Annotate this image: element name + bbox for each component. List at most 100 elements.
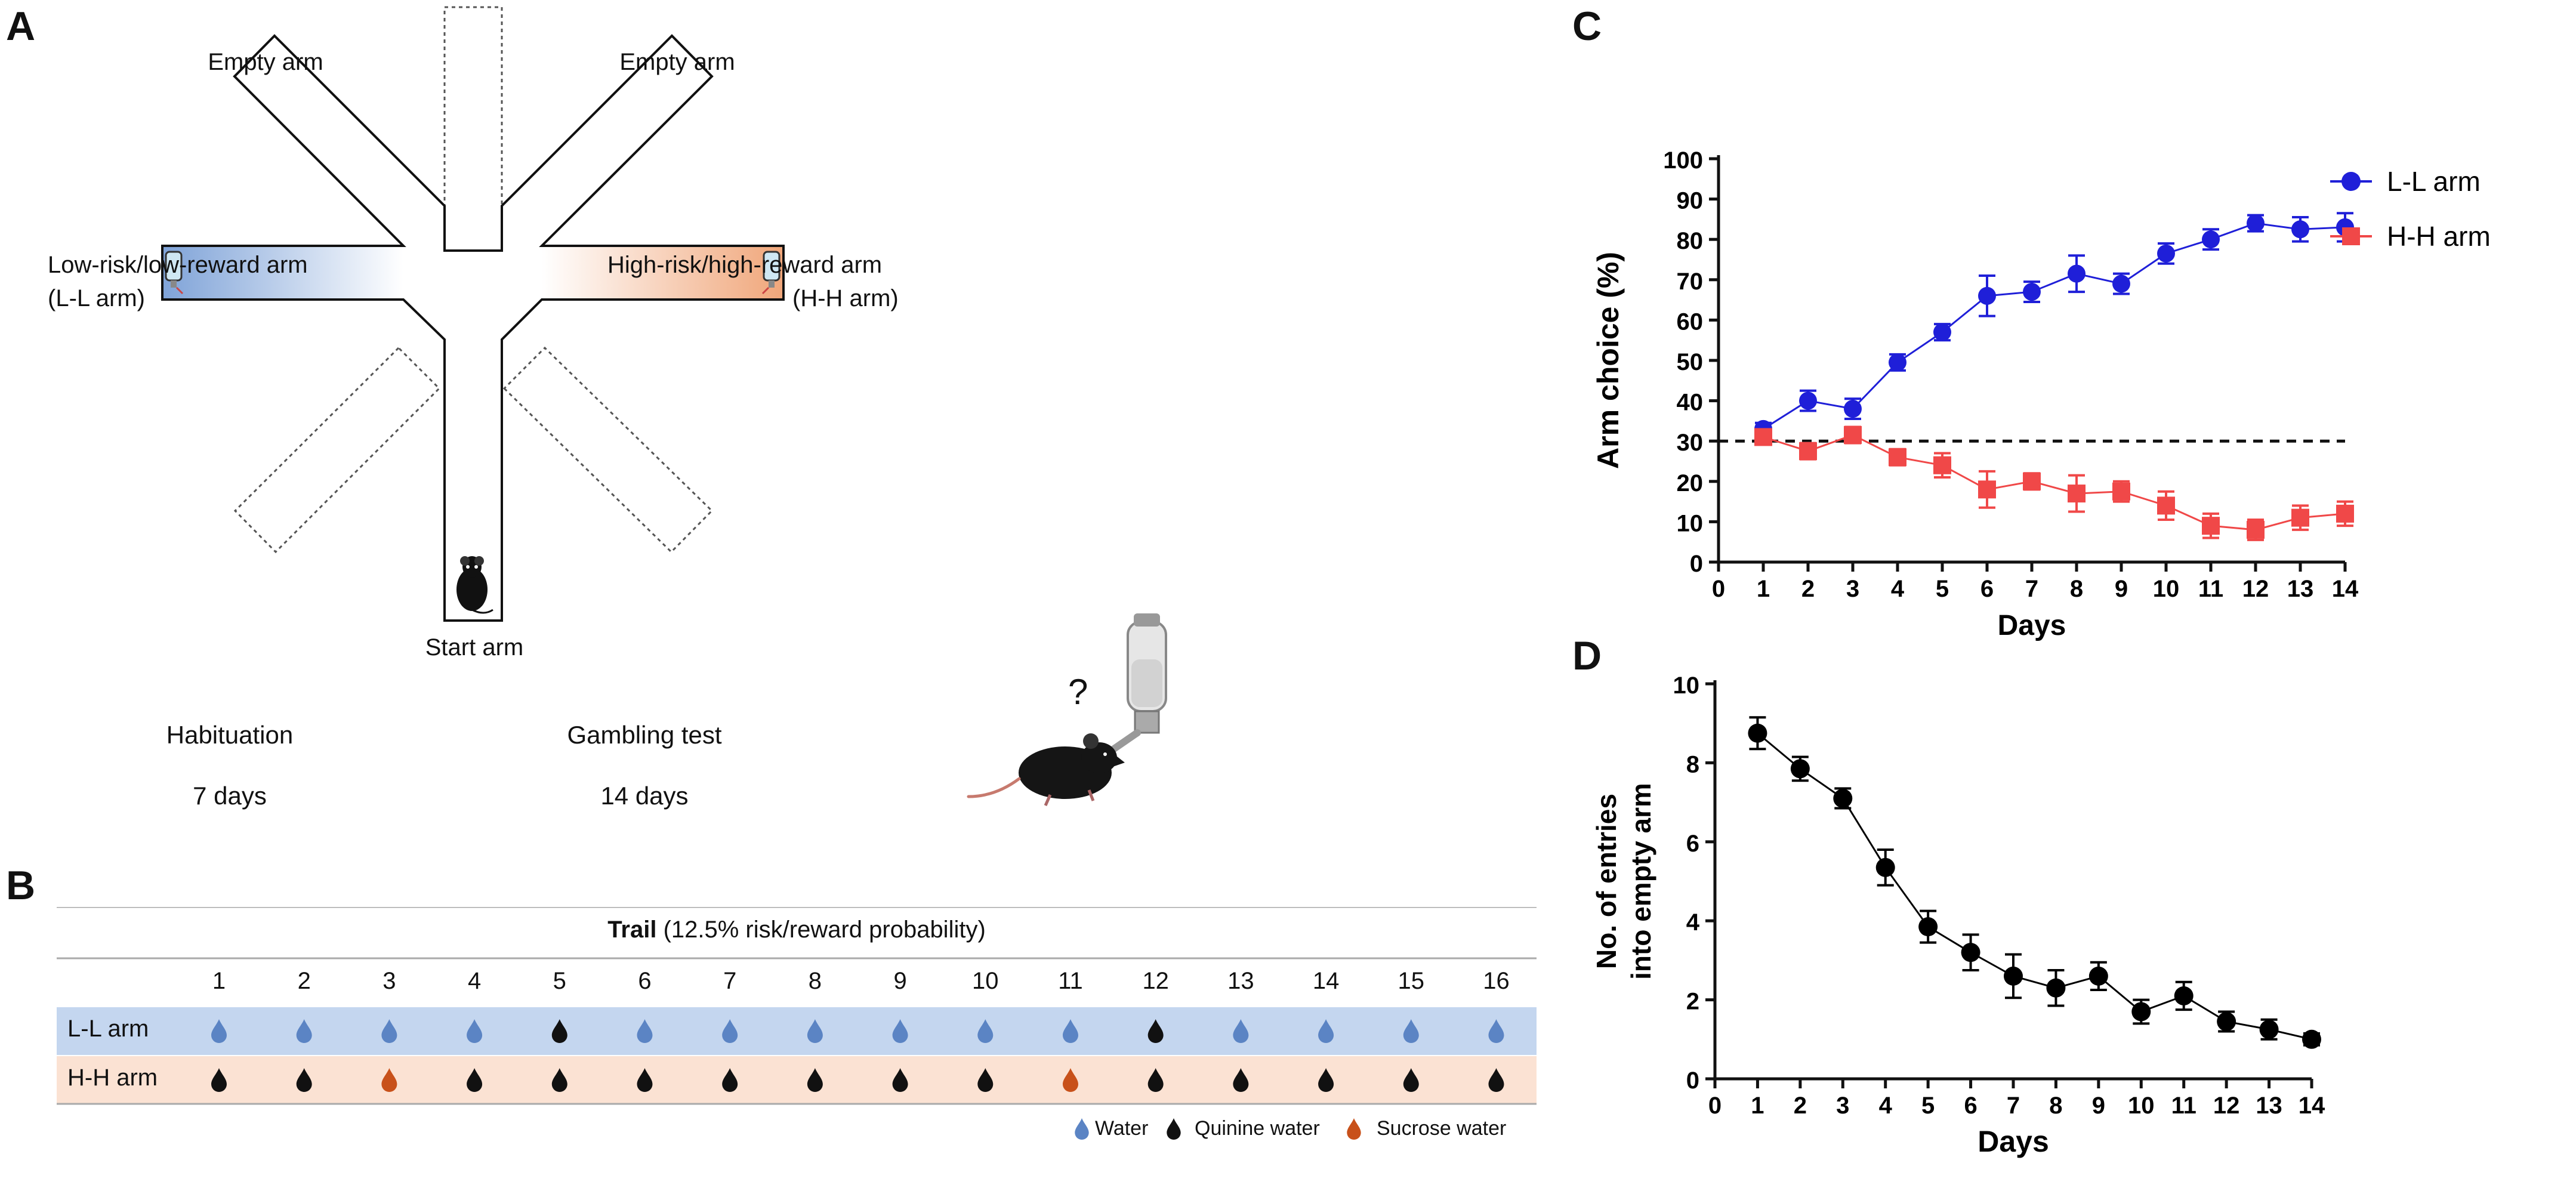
data-point-circle: [1790, 759, 1810, 779]
trial-number: 3: [382, 968, 396, 994]
mouse-drinking-illustration: [967, 613, 1167, 807]
data-point-circle: [2247, 214, 2265, 233]
y-tick-label: 60: [1677, 308, 1704, 335]
x-tick-label: 2: [1794, 1093, 1807, 1119]
hh-water-bottle-icon: [761, 251, 780, 295]
legend-water-drop-icon: [1075, 1118, 1089, 1140]
data-point-circle: [1844, 400, 1862, 418]
ll-row-background: [57, 1007, 1537, 1055]
x-tick-label: 6: [1964, 1093, 1977, 1119]
x-tick-label: 0: [1708, 1093, 1722, 1119]
legend-label: L-L arm: [2387, 166, 2481, 197]
quinine-drop-icon: [1233, 1068, 1249, 1092]
data-point-circle: [2112, 274, 2130, 293]
panel-label-a: A: [6, 4, 36, 49]
data-point-square: [1754, 428, 1772, 446]
trial-number: 16: [1483, 968, 1510, 994]
water-drop-icon: [722, 1019, 738, 1043]
legend-sucrose-label: Sucrose water: [1377, 1117, 1507, 1140]
trial-number: 12: [1142, 968, 1169, 994]
data-point-circle: [2157, 244, 2175, 263]
quinine-drop-icon: [1147, 1068, 1164, 1092]
gambling-test-duration: 14 days: [600, 782, 689, 810]
mouse-sideview-icon: [967, 733, 1125, 807]
data-point-circle: [2023, 283, 2041, 301]
data-point-square: [2112, 482, 2130, 501]
trial-number: 9: [893, 968, 907, 994]
x-tick-label: 9: [2115, 576, 2128, 602]
ll-arm-fill: [162, 246, 403, 300]
data-point-square: [2247, 520, 2265, 539]
data-point-circle: [2202, 230, 2220, 249]
series-2: [1754, 425, 2354, 541]
quinine-drop-icon: [1488, 1068, 1504, 1092]
question-mark: ?: [1068, 672, 1088, 712]
data-point-circle: [1833, 788, 1853, 808]
trial-title-bold: Trail: [607, 917, 657, 943]
maze-outline: [161, 34, 785, 622]
quinine-drop-icon: [1318, 1068, 1334, 1092]
quinine-drop-icon: [977, 1068, 994, 1092]
x-tick-label: 2: [1801, 576, 1815, 602]
data-point-circle: [1978, 286, 1996, 305]
legend-water-label: Water: [1095, 1117, 1149, 1140]
quinine-drop-icon: [1147, 1019, 1164, 1043]
hh-arm-fill: [542, 246, 783, 300]
x-tick-label: 6: [1980, 576, 1994, 602]
x-tick-label: 4: [1891, 576, 1905, 602]
legend-quinine-label: Quinine water: [1195, 1117, 1320, 1140]
ll-arm-label-line2: (L-L arm): [48, 285, 145, 311]
hh-row-label: H-H arm: [67, 1065, 158, 1091]
panel-label-b: B: [6, 863, 36, 908]
water-drop-icon: [637, 1019, 653, 1043]
empty-arm-left-label: Empty arm: [208, 49, 323, 75]
x-axis-title: Days: [1998, 610, 2066, 641]
x-tick-label: 10: [2128, 1093, 2155, 1119]
lower-left-arm-closed: [233, 346, 441, 554]
legend-quinine-drop-icon: [1167, 1118, 1181, 1140]
legend-square-marker: [2342, 227, 2360, 245]
data-point-circle: [1748, 723, 1767, 743]
trial-number: 15: [1397, 968, 1425, 994]
x-tick-label: 7: [2007, 1093, 2020, 1119]
habituation-label: Habituation: [166, 721, 294, 749]
series-line: [1757, 732, 2312, 1041]
y-tick-label: 20: [1677, 470, 1704, 496]
data-point-square: [2336, 504, 2354, 523]
data-point-square: [2023, 472, 2041, 490]
x-axis-title: Days: [1977, 1125, 2049, 1158]
quinine-drop-icon: [722, 1068, 738, 1092]
water-drop-icon: [807, 1019, 823, 1043]
ll-water-bottle-icon: [165, 251, 184, 295]
x-tick-label: 3: [1846, 576, 1859, 602]
top-arm-closed: [443, 6, 503, 252]
y-tick-label: 10: [1677, 510, 1704, 536]
x-tick-label: 13: [2256, 1093, 2282, 1119]
x-tick-label: 11: [2171, 1093, 2196, 1119]
hh-arm-label-line1: High-risk/high-reward arm: [607, 252, 883, 278]
x-tick-label: 8: [2049, 1093, 2062, 1119]
trial-table-graphic: [57, 907, 1537, 1140]
x-tick-label: 0: [1712, 576, 1725, 602]
trial-number: 13: [1227, 968, 1254, 994]
x-tick-label: 13: [2287, 576, 2314, 602]
y-tick-label: 70: [1677, 269, 1704, 295]
y-tick-label: 100: [1663, 147, 1703, 174]
x-tick-label: 14: [2332, 576, 2359, 602]
data-point-circle: [2088, 966, 2108, 986]
water-drop-icon: [977, 1019, 994, 1043]
data-point-circle: [2068, 264, 2086, 283]
mouse-topview-icon: [456, 556, 493, 614]
series-1: [1748, 716, 2321, 1049]
water-bottle-icon: [1099, 613, 1167, 760]
y-tick-label: 10: [1673, 672, 1700, 699]
quinine-drop-icon: [892, 1068, 908, 1092]
ll-row-label: L-L arm: [67, 1016, 149, 1042]
x-tick-label: 9: [2092, 1093, 2105, 1119]
quinine-drop-icon: [296, 1068, 312, 1092]
trial-number: 14: [1312, 968, 1340, 994]
x-tick-label: 4: [1879, 1093, 1893, 1119]
x-tick-label: 8: [2070, 576, 2083, 602]
